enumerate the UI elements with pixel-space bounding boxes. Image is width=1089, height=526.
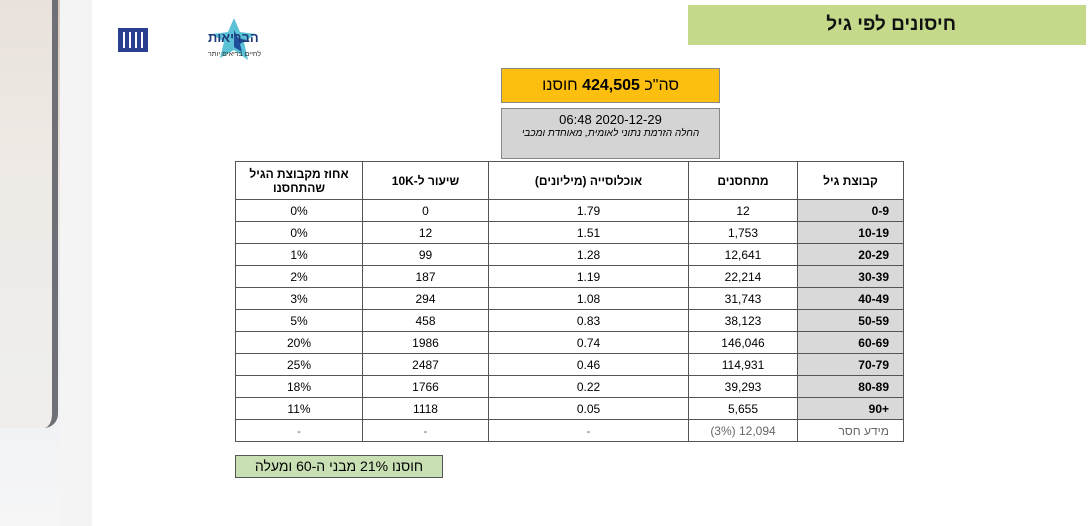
table-cell: 2% xyxy=(235,265,363,288)
column-header: מתחסנים xyxy=(688,161,798,200)
table-cell: 1,753 xyxy=(688,221,798,244)
age-table: קבוצת גיל מתחסנים אוכלוסייה (מיליונים) שיעו… xyxy=(235,161,904,442)
table-cell: 1.08 xyxy=(488,287,689,310)
footnote-box: חוסנו 21% מבני ה-60 ומעלה xyxy=(235,455,443,478)
table-cell: 12 xyxy=(688,199,798,222)
logo-emblem xyxy=(118,28,148,52)
table-cell: 1766 xyxy=(362,375,489,398)
age-group-cell: 0-9 xyxy=(797,199,904,222)
table-cell: 12 xyxy=(362,221,489,244)
table-cell: 114,931 xyxy=(688,353,798,376)
table-cell: 0.83 xyxy=(488,309,689,332)
age-group-cell: 90+ xyxy=(797,397,904,420)
age-group-cell: 50-59 xyxy=(797,309,904,332)
column-header: אוכלוסייה (מיליונים) xyxy=(488,161,689,200)
table-cell: 0% xyxy=(235,221,363,244)
table-cell: 22,214 xyxy=(688,265,798,288)
total-prefix: סה"כ xyxy=(644,77,679,94)
table-cell: 3% xyxy=(235,287,363,310)
table-cell: - xyxy=(235,419,363,442)
table-cell: 25% xyxy=(235,353,363,376)
table-cell: 0.05 xyxy=(488,397,689,420)
table-cell: 458 xyxy=(362,309,489,332)
total-number: 424,505 xyxy=(582,77,640,94)
table-cell: 0.46 xyxy=(488,353,689,376)
age-group-cell: מידע חסר xyxy=(797,419,904,442)
slide-title: חיסונים לפי גיל xyxy=(688,5,1086,45)
age-group-cell: 10-19 xyxy=(797,221,904,244)
table-cell: 2487 xyxy=(362,353,489,376)
table-cell: - xyxy=(488,419,689,442)
logo-star-shade xyxy=(234,30,246,52)
age-group-cell: 60-69 xyxy=(797,331,904,354)
header-row: קבוצת גיל מתחסנים אוכלוסייה (מיליונים) שיעו… xyxy=(235,161,904,200)
table-cell: 1986 xyxy=(362,331,489,354)
table-cell: 294 xyxy=(362,287,489,310)
table-cell: 5% xyxy=(235,309,363,332)
table-cell: 18% xyxy=(235,375,363,398)
table-cell: 0 xyxy=(362,199,489,222)
logo: משרד הבריאות לחיים בריאים יותר xyxy=(118,18,261,60)
table-cell: 0.22 xyxy=(488,375,689,398)
table-cell: 1% xyxy=(235,243,363,266)
table-cell: 146,046 xyxy=(688,331,798,354)
table-cell: (3%) 12,094 xyxy=(688,419,798,442)
table-row: 70-79 114,931 0.46 2487 25% xyxy=(235,353,904,376)
table-row: 90+ 5,655 0.05 1118 11% xyxy=(235,397,904,420)
total-box: סה"כ 424,505 חוסנו xyxy=(501,68,720,103)
update-box: 06:48 2020-12-29 החלה הזרמת נתוני לאומית… xyxy=(501,108,720,159)
column-header: שיעור ל-10K xyxy=(362,161,489,200)
table-cell: 1.28 xyxy=(488,243,689,266)
table-cell: 5,655 xyxy=(688,397,798,420)
table-row: 60-69 146,046 0.74 1986 20% xyxy=(235,331,904,354)
table-cell: 0.74 xyxy=(488,331,689,354)
table-row: 30-39 22,214 1.19 187 2% xyxy=(235,265,904,288)
age-group-cell: 30-39 xyxy=(797,265,904,288)
age-group-cell: 70-79 xyxy=(797,353,904,376)
age-group-cell: 20-29 xyxy=(797,243,904,266)
update-note: החלה הזרמת נתוני לאומית, מאוחדת ומכבי xyxy=(521,128,700,139)
table-cell: 31,743 xyxy=(688,287,798,310)
table-cell: 39,293 xyxy=(688,375,798,398)
table-cell: 1118 xyxy=(362,397,489,420)
age-group-cell: 80-89 xyxy=(797,375,904,398)
total-suffix: חוסנו xyxy=(542,77,578,94)
table-row: 80-89 39,293 0.22 1766 18% xyxy=(235,375,904,398)
logo-emblem-lines xyxy=(123,32,143,48)
side-panel xyxy=(0,0,58,428)
table-cell: - xyxy=(362,419,489,442)
table-cell: 1.19 xyxy=(488,265,689,288)
table-cell: 0% xyxy=(235,199,363,222)
table-cell: 1.79 xyxy=(488,199,689,222)
table-row: 50-59 38,123 0.83 458 5% xyxy=(235,309,904,332)
table-body: 0-9 12 1.79 0 0% 10-19 1,753 1.51 12 0% 20-29 12,64… xyxy=(235,199,904,442)
table-cell: 12,641 xyxy=(688,243,798,266)
logo-name: משרד הבריאות xyxy=(208,30,261,45)
table-cell: 187 xyxy=(362,265,489,288)
table-cell: 20% xyxy=(235,331,363,354)
table-row: 10-19 1,753 1.51 12 0% xyxy=(235,221,904,244)
table-row: 40-49 31,743 1.08 294 3% xyxy=(235,287,904,310)
column-header: אחוז מקבוצת הגיל שהתחסנו xyxy=(235,161,363,200)
table-cell: 38,123 xyxy=(688,309,798,332)
logo-tagline: לחיים בריאים יותר xyxy=(208,50,261,58)
age-group-cell: 40-49 xyxy=(797,287,904,310)
column-header: קבוצת גיל xyxy=(797,161,904,200)
table-cell: 11% xyxy=(235,397,363,420)
table-row: 20-29 12,641 1.28 99 1% xyxy=(235,243,904,266)
table-row: מידע חסר (3%) 12,094- - - xyxy=(235,419,904,442)
update-timestamp: 06:48 2020-12-29 xyxy=(559,112,662,127)
table-row: 0-9 12 1.79 0 0% xyxy=(235,199,904,222)
table-cell: 99 xyxy=(362,243,489,266)
table-cell: 1.51 xyxy=(488,221,689,244)
